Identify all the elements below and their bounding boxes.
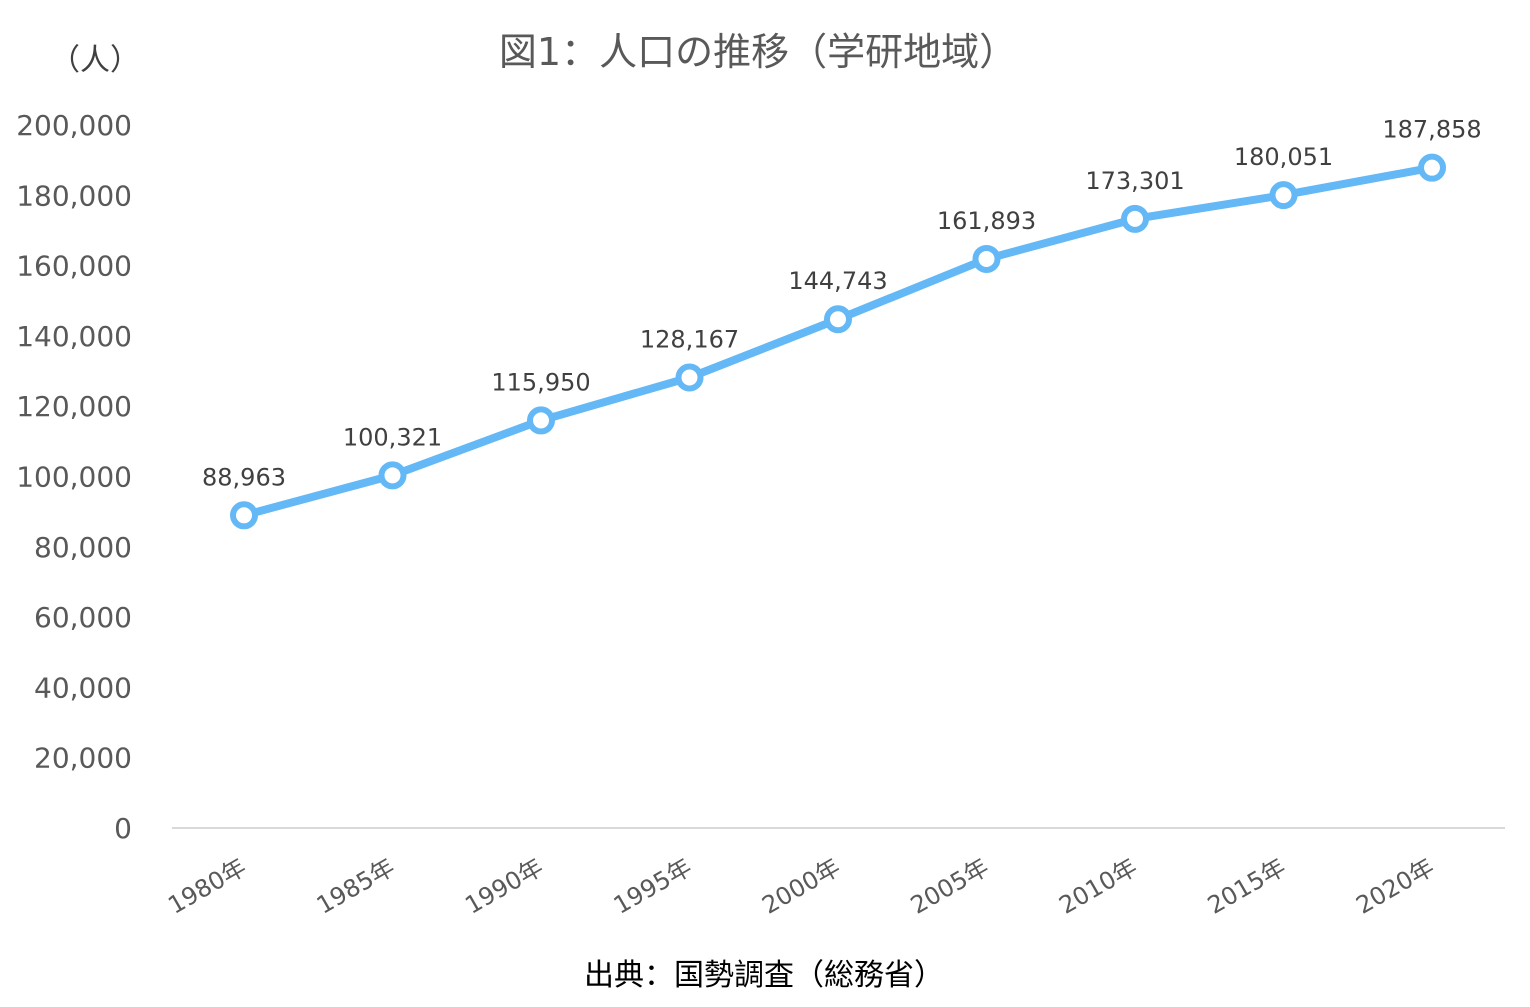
series-markers <box>230 153 1446 530</box>
series-line <box>240 163 1436 520</box>
data-point <box>378 461 407 490</box>
data-point <box>1269 181 1298 210</box>
data-point <box>675 363 704 392</box>
y-tick-label: 200,000 <box>16 109 132 142</box>
y-tick-label: 180,000 <box>16 179 132 212</box>
x-tick-label: 1990年 <box>460 853 548 920</box>
x-tick-label: 1985年 <box>312 853 400 920</box>
x-tick-label: 2000年 <box>757 853 845 920</box>
data-label: 187,858 <box>1382 116 1481 144</box>
y-unit-label: （人） <box>50 43 140 78</box>
data-point <box>824 305 852 334</box>
y-axis-ticks: 0 20,000 40,000 60,000 80,000 100,000 120,000 1… <box>16 109 132 845</box>
y-tick-label: 140,000 <box>16 320 132 353</box>
data-label: 100,321 <box>343 423 442 451</box>
data-label: 144,743 <box>788 267 887 295</box>
x-tick-label: 2015年 <box>1203 853 1291 920</box>
data-point <box>1121 204 1149 233</box>
x-tick-label: 2020年 <box>1351 853 1439 920</box>
y-tick-label: 0 <box>114 812 132 845</box>
y-tick-label: 40,000 <box>34 671 132 704</box>
data-point <box>1418 153 1446 182</box>
x-tick-label: 2010年 <box>1054 853 1142 920</box>
data-label: 115,950 <box>491 368 590 396</box>
y-tick-label: 20,000 <box>34 742 132 775</box>
data-point <box>527 406 555 435</box>
source-note: 出典：国勢調査（総務省） <box>584 958 944 993</box>
data-labels: 88,963 100,321 115,950 128,167 144,743 161,89… <box>202 116 1482 492</box>
data-point <box>972 244 1001 273</box>
y-tick-label: 100,000 <box>16 461 132 494</box>
y-tick-label: 80,000 <box>34 531 132 564</box>
data-label: 173,301 <box>1085 167 1184 195</box>
data-label: 161,893 <box>937 207 1036 235</box>
data-label: 180,051 <box>1234 143 1333 171</box>
data-label: 88,963 <box>202 463 286 491</box>
chart-title: 図1：人口の推移（学研地域） <box>499 30 1017 74</box>
x-tick-label: 2005年 <box>906 853 994 920</box>
x-tick-label: 1980年 <box>163 853 251 920</box>
y-tick-label: 160,000 <box>16 250 132 283</box>
y-tick-label: 120,000 <box>16 390 132 423</box>
data-point <box>230 501 258 530</box>
y-tick-label: 60,000 <box>34 601 132 634</box>
data-label: 128,167 <box>640 325 739 353</box>
x-axis-ticks: 1980年 1985年 1990年 1995年 2000年 2005年 2010年 2015年… <box>163 853 1439 920</box>
x-tick-label: 1995年 <box>609 853 697 920</box>
